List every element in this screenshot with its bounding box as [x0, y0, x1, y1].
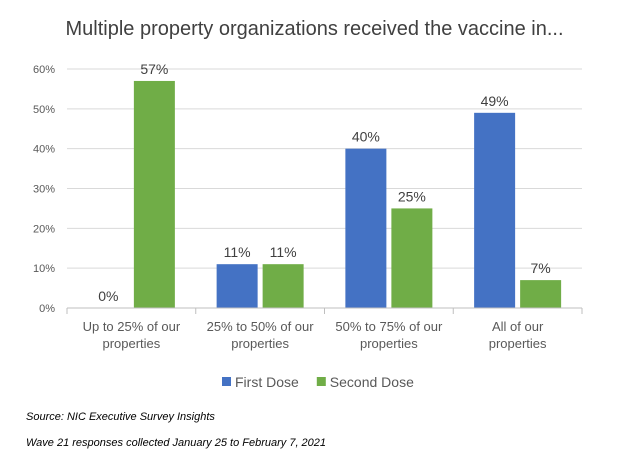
- x-tick-label: properties: [102, 336, 160, 351]
- data-label: 57%: [140, 61, 168, 77]
- bar-second-dose: [391, 208, 433, 308]
- y-tick-label: 60%: [33, 64, 55, 76]
- y-tick-label: 40%: [33, 144, 55, 156]
- legend-label: First Dose: [235, 374, 299, 390]
- wave-note: Wave 21 responses collected January 25 t…: [26, 437, 327, 449]
- x-tick-label: properties: [360, 336, 418, 351]
- data-label: 0%: [98, 288, 118, 304]
- data-label: 49%: [481, 93, 509, 109]
- legend-swatch: [316, 377, 326, 386]
- y-tick-label: 30%: [33, 184, 55, 196]
- data-label: 11%: [270, 244, 297, 260]
- legend-swatch: [222, 377, 231, 386]
- bar-first-dose: [216, 264, 258, 308]
- bar-first-dose: [345, 148, 387, 308]
- y-tick-label: 50%: [33, 104, 55, 116]
- x-tick-label: All of our: [492, 319, 544, 334]
- data-label: 11%: [224, 244, 251, 260]
- bar-second-dose: [133, 80, 175, 308]
- source-note: Source: NIC Executive Survey Insights: [26, 411, 215, 423]
- data-label: 40%: [352, 129, 380, 145]
- bar-second-dose: [262, 264, 304, 308]
- x-tick-label: 25% to 50% of our: [207, 319, 315, 334]
- x-tick-label: Up to 25% of our: [83, 319, 181, 334]
- bar-chart: 0% 10% 20% 30% 40% 50% 60% 0% 11% 40% 49% 57% 11% 25%…: [33, 61, 583, 390]
- y-tick-label: 0%: [39, 303, 55, 315]
- x-tick-label: properties: [489, 336, 547, 351]
- x-tick-label: 50% to 75% of our: [335, 319, 443, 334]
- y-tick-label: 10%: [33, 263, 55, 275]
- bar-first-dose: [474, 112, 516, 308]
- y-tick-label: 20%: [33, 223, 55, 235]
- x-tick-label: properties: [231, 336, 289, 351]
- legend-label: Second Dose: [330, 374, 414, 390]
- chart-title: Multiple property organizations received…: [65, 18, 564, 40]
- data-label: 25%: [398, 188, 426, 204]
- data-label: 7%: [531, 260, 551, 276]
- bar-second-dose: [520, 280, 562, 308]
